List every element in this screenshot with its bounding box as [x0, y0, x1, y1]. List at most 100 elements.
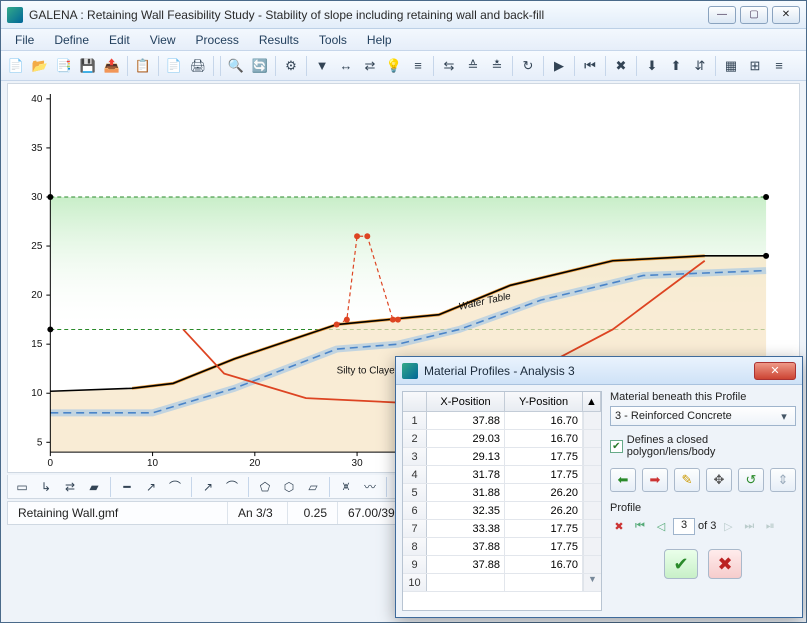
table-row[interactable]: 329.1317.75: [403, 448, 601, 466]
chart-tool-7[interactable]: ⌒: [165, 478, 185, 496]
toolbar-btn-4[interactable]: 📤: [101, 55, 123, 77]
toolbar-btn-33[interactable]: ✖: [610, 55, 632, 77]
chart-tool-6[interactable]: ↗: [141, 478, 161, 496]
toolbar-btn-3[interactable]: 💾: [77, 55, 99, 77]
toolbar-btn-9[interactable]: 🖨: [187, 55, 209, 77]
cell-x[interactable]: 37.88: [427, 412, 505, 429]
menu-edit[interactable]: Edit: [101, 31, 138, 49]
toolbar-btn-24[interactable]: ≙: [462, 55, 484, 77]
grid-col-x[interactable]: X-Position: [427, 392, 505, 411]
profile-delete-button[interactable]: ✖: [610, 517, 628, 535]
menu-tools[interactable]: Tools: [311, 31, 355, 49]
toolbar-btn-37[interactable]: ⇵: [689, 55, 711, 77]
cell-y[interactable]: 26.20: [505, 502, 583, 519]
profile-new-button[interactable]: ⏯: [761, 517, 779, 535]
cell-x[interactable]: 32.35: [427, 502, 505, 519]
table-row[interactable]: 431.7817.75: [403, 466, 601, 484]
dialog-close-button[interactable]: ✕: [754, 362, 796, 380]
chart-tool-2[interactable]: ⇄: [60, 478, 80, 496]
table-row[interactable]: 137.8816.70: [403, 412, 601, 430]
chart-tool-16[interactable]: ⩙: [336, 478, 356, 496]
cell-y[interactable]: 17.75: [505, 448, 583, 465]
table-row[interactable]: 937.8816.70: [403, 556, 601, 574]
profile-action-edit[interactable]: ✎: [674, 468, 700, 492]
toolbar-btn-41[interactable]: ≡: [768, 55, 790, 77]
toolbar-btn-20[interactable]: 💡: [383, 55, 405, 77]
toolbar-btn-1[interactable]: 📂: [29, 55, 51, 77]
cell-y[interactable]: 26.20: [505, 484, 583, 501]
cell-y[interactable]: 16.70: [505, 412, 583, 429]
chart-tool-10[interactable]: ⌒: [222, 478, 242, 496]
table-row[interactable]: 733.3817.75: [403, 520, 601, 538]
toolbar-btn-13[interactable]: 🔄: [249, 55, 271, 77]
table-row[interactable]: 837.8817.75: [403, 538, 601, 556]
chart-tool-5[interactable]: ━: [117, 478, 137, 496]
cell-x[interactable]: 31.88: [427, 484, 505, 501]
cell-x[interactable]: [427, 574, 505, 591]
table-row[interactable]: 10▼: [403, 574, 601, 592]
toolbar-btn-2[interactable]: 📑: [53, 55, 75, 77]
closed-polygon-checkbox[interactable]: ✔: [610, 440, 623, 453]
chart-tool-9[interactable]: ↗: [198, 478, 218, 496]
cancel-button[interactable]: ✖: [708, 549, 742, 579]
profile-first-button[interactable]: ⏮: [631, 517, 649, 535]
cell-x[interactable]: 37.88: [427, 538, 505, 555]
profile-action-prev[interactable]: ⬅: [610, 468, 636, 492]
table-row[interactable]: 632.3526.20: [403, 502, 601, 520]
menu-define[interactable]: Define: [46, 31, 97, 49]
profile-prev-button[interactable]: ◁: [652, 517, 670, 535]
toolbar-btn-27[interactable]: ↻: [517, 55, 539, 77]
toolbar-btn-40[interactable]: ⊞: [744, 55, 766, 77]
cell-x[interactable]: 29.03: [427, 430, 505, 447]
toolbar-btn-25[interactable]: ≛: [486, 55, 508, 77]
toolbar-btn-15[interactable]: ⚙: [280, 55, 302, 77]
toolbar-btn-17[interactable]: ▼: [311, 55, 333, 77]
menu-process[interactable]: Process: [188, 31, 247, 49]
toolbar-btn-0[interactable]: 📄: [5, 55, 27, 77]
menu-view[interactable]: View: [142, 31, 184, 49]
cell-x[interactable]: 31.78: [427, 466, 505, 483]
toolbar-btn-35[interactable]: ⬇: [641, 55, 663, 77]
toolbar-btn-19[interactable]: ⇄: [359, 55, 381, 77]
cell-y[interactable]: 17.75: [505, 520, 583, 537]
cell-y[interactable]: 17.75: [505, 538, 583, 555]
cell-y[interactable]: 16.70: [505, 430, 583, 447]
menu-results[interactable]: Results: [251, 31, 307, 49]
table-row[interactable]: 531.8826.20: [403, 484, 601, 502]
chart-tool-12[interactable]: ⬠: [255, 478, 275, 496]
toolbar-btn-12[interactable]: 🔍: [225, 55, 247, 77]
close-button[interactable]: ✕: [772, 6, 800, 24]
profile-action-next[interactable]: ➡: [642, 468, 668, 492]
chart-tool-0[interactable]: ▭: [12, 478, 32, 496]
chart-tool-17[interactable]: 〰: [360, 478, 380, 496]
profile-action-swap[interactable]: ↺: [738, 468, 764, 492]
cell-y[interactable]: 16.70: [505, 556, 583, 573]
grid-col-y[interactable]: Y-Position: [505, 392, 583, 411]
profile-next-button[interactable]: ▷: [719, 517, 737, 535]
profile-action-move[interactable]: ✥: [706, 468, 732, 492]
maximize-button[interactable]: ▢: [740, 6, 768, 24]
toolbar-btn-39[interactable]: ▦: [720, 55, 742, 77]
scroll-up-icon[interactable]: ▲: [583, 392, 601, 411]
profile-page-input[interactable]: 3: [673, 518, 695, 535]
cell-x[interactable]: 29.13: [427, 448, 505, 465]
chart-tool-3[interactable]: ▰: [84, 478, 104, 496]
menu-file[interactable]: File: [7, 31, 42, 49]
table-row[interactable]: 229.0316.70: [403, 430, 601, 448]
profile-action-sort[interactable]: ⇕: [770, 468, 796, 492]
material-combo[interactable]: 3 - Reinforced Concrete ▾: [610, 406, 796, 426]
menu-help[interactable]: Help: [359, 31, 400, 49]
minimize-button[interactable]: —: [708, 6, 736, 24]
chart-tool-14[interactable]: ⏥: [303, 478, 323, 496]
toolbar-btn-31[interactable]: ⏮: [579, 55, 601, 77]
toolbar-btn-36[interactable]: ⬆: [665, 55, 687, 77]
toolbar-btn-21[interactable]: ≡: [407, 55, 429, 77]
toolbar-btn-8[interactable]: 📄: [163, 55, 185, 77]
toolbar-btn-6[interactable]: 📋: [132, 55, 154, 77]
cell-y[interactable]: [505, 574, 583, 591]
cell-x[interactable]: 33.38: [427, 520, 505, 537]
profile-last-button[interactable]: ⏭: [740, 517, 758, 535]
toolbar-btn-23[interactable]: ⇆: [438, 55, 460, 77]
cell-x[interactable]: 37.88: [427, 556, 505, 573]
chart-tool-13[interactable]: ⬡: [279, 478, 299, 496]
